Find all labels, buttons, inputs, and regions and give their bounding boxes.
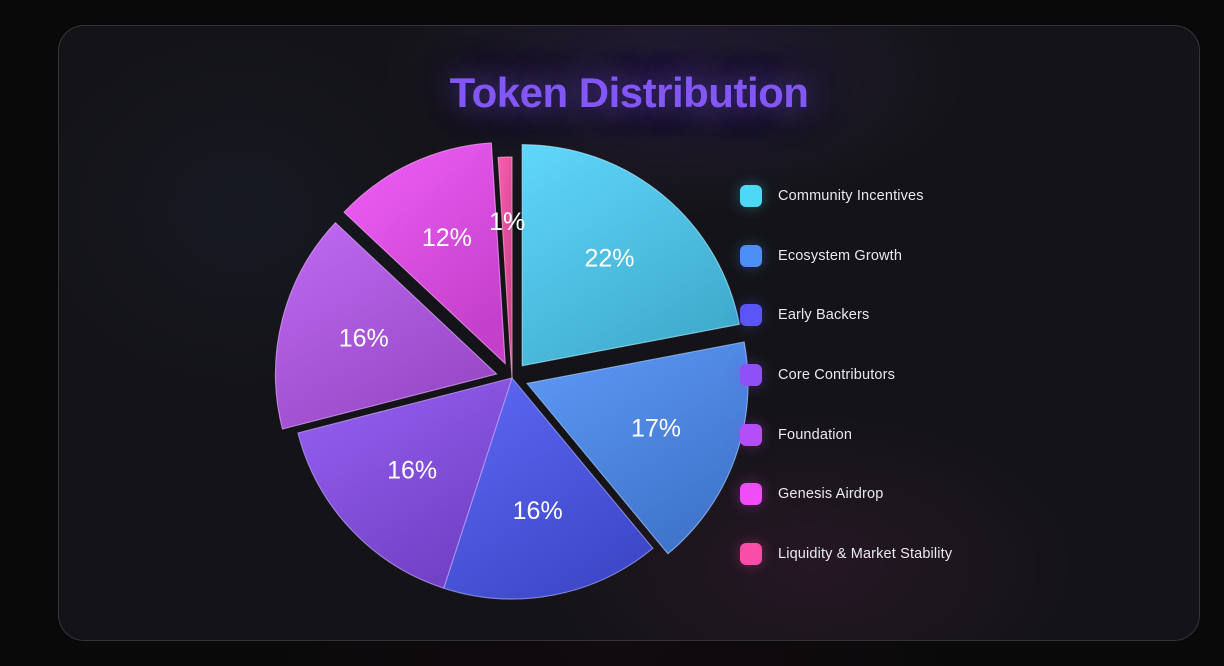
legend-swatch-icon [740,184,762,207]
legend-swatch-icon [740,423,762,446]
pie-slice[interactable] [497,156,513,379]
pie-slice-value-label: 16% [339,325,389,353]
pie-chart: 22% 17% 16% 16% 16% 12% 1% [199,101,819,621]
page-title: Token Distribution [449,69,809,116]
legend-item[interactable]: Ecosystem Growth [740,226,1100,286]
legend-item-label: Core Contributors [778,366,895,383]
pie-label-group: 22% 17% 16% 16% 16% 12% 1% [339,208,681,525]
pie-chart-svg: 22% 17% 16% 16% 16% 12% 1% [275,142,749,600]
legend-item[interactable]: Foundation [740,405,1100,465]
legend-item-label: Community Incentives [778,187,924,204]
pie-slice-value-label: 1% [489,208,525,236]
chart-legend: Community Incentives Ecosystem Growth Earl… [740,166,1100,584]
legend-item-label: Genesis Airdrop [778,486,884,503]
pie-slice[interactable] [443,376,654,600]
legend-item[interactable]: Liquidity & Market Stability [740,524,1100,584]
legend-item[interactable]: Genesis Airdrop [740,464,1100,524]
pie-slice[interactable] [297,377,513,589]
legend-swatch-icon [740,483,762,506]
pie-slice-value-label: 16% [387,456,437,484]
token-distribution-card: Token Distribution 22% 17% 16% 16% 16% 12% 1% … [58,25,1200,641]
pie-slice[interactable] [275,221,498,430]
legend-item[interactable]: Early Backers [740,285,1100,345]
legend-item[interactable]: Community Incentives [740,166,1100,226]
legend-item-label: Foundation [778,426,853,443]
legend-swatch-icon [740,304,762,327]
legend-item-label: Liquidity & Market Stability [778,545,953,562]
legend-item-label: Early Backers [778,307,870,324]
legend-swatch-icon [740,363,762,386]
pie-slice-group [275,142,749,600]
pie-slice[interactable] [521,144,740,367]
pie-slice[interactable] [343,142,506,365]
pie-slice-value-label: 17% [631,414,681,442]
pie-slice-value-label: 12% [422,224,472,252]
pie-slice-value-label: 16% [513,497,563,525]
legend-item-label: Ecosystem Growth [778,247,903,264]
pie-slice-value-label: 22% [585,245,635,273]
legend-item[interactable]: Core Contributors [740,345,1100,405]
legend-swatch-icon [740,542,762,565]
legend-swatch-icon [740,244,762,267]
